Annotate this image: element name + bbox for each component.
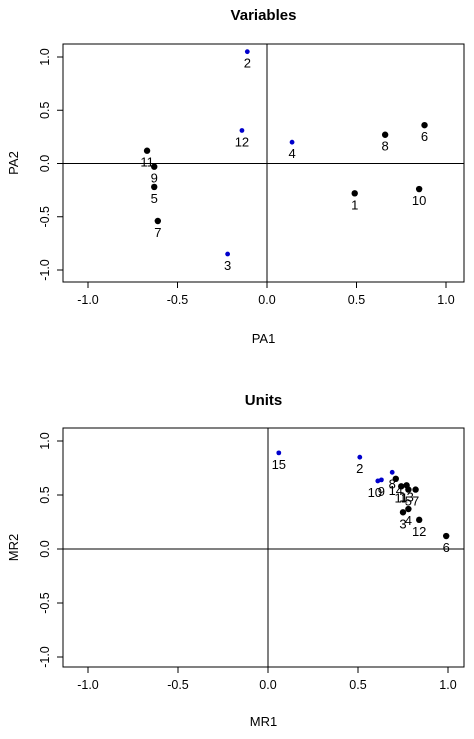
chart0-point-label: 1: [351, 197, 358, 212]
chart1-point-label: 3: [399, 516, 406, 531]
chart0-point: [381, 131, 389, 138]
chart1-point-label: 8: [389, 476, 396, 491]
chart1-point-label: 7: [412, 494, 419, 509]
chart1-plot-frame: [62, 427, 465, 668]
chart1-point: [357, 454, 363, 460]
chart0-point-label: 6: [421, 129, 428, 144]
chart1-point: [405, 505, 412, 513]
chart1-point: [392, 475, 399, 482]
chart0-point: [239, 128, 245, 133]
chart1-point-label: 5: [405, 494, 412, 509]
chart1-point: [375, 478, 381, 484]
chart1-point-label: 2: [356, 461, 363, 476]
chart1-point-label: 6: [443, 540, 450, 555]
chart0-point: [289, 139, 295, 145]
chart0-point: [154, 217, 162, 225]
chart1-point: [398, 483, 405, 490]
chart1-x-tick-label: -0.5: [167, 678, 189, 692]
chart1-y-tick-label: 0.5: [38, 486, 52, 503]
chart1-y-axis-label: MR2: [6, 534, 21, 561]
variables-panel: Variables -1.0 -0.5 0.0 0.5 1.0 -1.0 -0.5 0.0 0.5…: [6, 7, 465, 346]
chart0-point: [415, 185, 423, 193]
chart1-point: [379, 477, 384, 483]
chart1-point-label: 12: [412, 524, 426, 539]
chart1-point: [405, 486, 412, 493]
chart0-y-tick-label: 1.0: [38, 48, 52, 65]
chart1-point-label: 13: [399, 489, 413, 504]
chart0-point-label: 4: [288, 146, 295, 161]
chart1-y-tick-label: 0.0: [38, 540, 52, 557]
chart1-point: [416, 516, 423, 524]
chart0-title: Variables: [231, 7, 297, 24]
chart0-point-label: 8: [382, 139, 389, 154]
chart1-x-tick-label: -1.0: [77, 678, 99, 692]
chart1-x-tick-label: 0.0: [259, 678, 276, 692]
chart0-point: [244, 49, 250, 55]
chart1-x-axis-label: MR1: [250, 714, 277, 729]
chart0-point-label: 7: [154, 225, 161, 240]
chart1-y-tick-label: -1.0: [38, 646, 52, 668]
chart1-y-tick-label: -0.5: [38, 592, 52, 614]
chart0-y-tick-label: -0.5: [38, 206, 52, 228]
chart1-point-label: 10: [368, 485, 382, 500]
chart0-y-tick-label: -1.0: [38, 259, 52, 281]
chart0-x-tick-label: -0.5: [167, 293, 189, 307]
chart0-point-label: 2: [244, 56, 251, 71]
chart0-point-label: 10: [412, 193, 426, 208]
chart0-x-tick-label: 1.0: [437, 293, 454, 307]
chart0-point: [421, 121, 428, 129]
chart0-point: [351, 190, 358, 197]
chart1-point-label: 15: [272, 457, 286, 472]
chart1-y-tick-label: 1.0: [38, 432, 52, 449]
chart0-point: [143, 147, 151, 154]
chart0-y-tick-label: 0.0: [38, 155, 52, 172]
chart1-x-tick-label: 0.5: [349, 678, 366, 692]
chart0-x-axis-label: PA1: [252, 331, 276, 346]
chart0-point-label: 12: [235, 134, 249, 149]
chart1-title: Units: [245, 392, 283, 409]
chart0-point-label: 5: [151, 191, 158, 206]
chart1-point: [399, 509, 407, 516]
chart0-x-tick-label: 0.5: [348, 293, 365, 307]
chart0-point-label: 9: [151, 171, 158, 186]
chart0-point: [225, 251, 231, 257]
chart0-point-label: 11: [140, 155, 154, 170]
chart1-point-label: 11: [394, 490, 408, 505]
chart1-point: [389, 469, 395, 475]
chart1-point-label: 4: [405, 513, 412, 528]
chart0-point-label: 3: [224, 258, 231, 273]
chart0-y-axis-label: PA2: [6, 151, 21, 175]
chart1-point-label: 9: [378, 484, 385, 499]
chart1-point: [412, 486, 419, 493]
chart0-point: [151, 163, 158, 170]
chart1-point: [276, 450, 282, 456]
chart0-x-tick-label: 0.0: [258, 293, 275, 307]
chart0-x-tick-label: -1.0: [77, 293, 99, 307]
chart1-point: [443, 532, 450, 540]
chart1-x-tick-label: 1.0: [439, 678, 456, 692]
chart0-y-tick-label: 0.5: [38, 102, 52, 119]
chart0-point: [151, 183, 158, 191]
units-panel: Units -1.0 -0.5 0.0 0.5 1.0 -1.0 -0.5 0.0 0.5 1.0 M…: [6, 392, 465, 729]
